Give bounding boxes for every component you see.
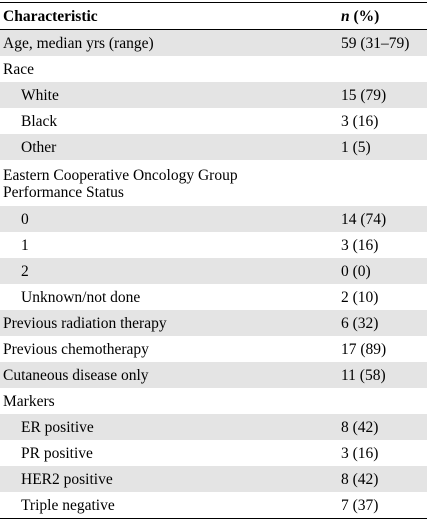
row-label: Eastern Cooperative Oncology Group Perfo…	[3, 167, 238, 201]
row-label: ER positive	[21, 418, 94, 436]
row-value: 6 (32)	[341, 314, 379, 332]
row-label: Previous radiation therapy	[3, 314, 167, 332]
row-value: 7 (37)	[341, 496, 379, 514]
row-label: White	[21, 86, 59, 104]
table-row-pr-positive: PR positive 3 (16)	[0, 440, 427, 466]
row-value: 14 (74)	[341, 210, 387, 228]
row-label: Previous chemotherapy	[3, 340, 149, 358]
row-value: 2 (10)	[341, 288, 379, 306]
table-row-ecog-1: 1 3 (16)	[0, 232, 427, 258]
row-label: Age, median yrs (range)	[3, 34, 154, 52]
row-label: Race	[3, 60, 34, 78]
row-value: 0 (0)	[341, 262, 371, 280]
table-row-markers: Markers	[0, 388, 427, 414]
table-row-er-positive: ER positive 8 (42)	[0, 414, 427, 440]
header-n-pct: n (%)	[341, 8, 379, 25]
row-label: Unknown/not done	[21, 288, 141, 306]
table-row-ecog: Eastern Cooperative Oncology Group Perfo…	[0, 160, 427, 206]
table-row-white: White 15 (79)	[0, 82, 427, 108]
row-label: Other	[21, 138, 57, 156]
table-row-ecog-2: 2 0 (0)	[0, 258, 427, 284]
row-value: 11 (58)	[341, 366, 386, 384]
table-row-other: Other 1 (5)	[0, 134, 427, 160]
row-label: Triple negative	[21, 496, 115, 514]
row-value: 1 (5)	[341, 138, 371, 156]
row-value: 3 (16)	[341, 236, 379, 254]
row-label: 0	[21, 210, 29, 228]
row-value: 59 (31–79)	[341, 34, 410, 52]
row-label: PR positive	[21, 444, 93, 462]
row-value: 3 (16)	[341, 112, 379, 130]
header-characteristic: Characteristic	[3, 7, 98, 25]
header-pct: (%)	[349, 7, 380, 25]
row-label: Black	[21, 112, 58, 130]
table-row-cutaneous: Cutaneous disease only 11 (58)	[0, 362, 427, 388]
table-header-rule	[0, 29, 427, 30]
table-header-row: Characteristic n (%)	[0, 3, 427, 29]
header-n: n	[341, 7, 350, 25]
table-row-ecog-0: 0 14 (74)	[0, 206, 427, 232]
row-value: 8 (42)	[341, 470, 379, 488]
row-value: 8 (42)	[341, 418, 379, 436]
row-label: Cutaneous disease only	[3, 366, 149, 384]
row-label: HER2 positive	[21, 470, 113, 488]
table-row-radiation: Previous radiation therapy 6 (32)	[0, 310, 427, 336]
row-label: 2	[21, 262, 29, 280]
table-row-race: Race	[0, 56, 427, 82]
row-label: 1	[21, 236, 29, 254]
table-row-ecog-unknown: Unknown/not done 2 (10)	[0, 284, 427, 310]
row-value: 17 (89)	[341, 340, 387, 358]
row-label: Markers	[3, 392, 55, 410]
table-row-black: Black 3 (16)	[0, 108, 427, 134]
table-top-rule	[0, 2, 427, 3]
row-value: 3 (16)	[341, 444, 379, 462]
table-row-her2-positive: HER2 positive 8 (42)	[0, 466, 427, 492]
table-row-triple-negative: Triple negative 7 (37)	[0, 492, 427, 518]
table-row-age: Age, median yrs (range) 59 (31–79)	[0, 30, 427, 56]
row-value: 15 (79)	[341, 86, 387, 104]
table-row-chemotherapy: Previous chemotherapy 17 (89)	[0, 336, 427, 362]
